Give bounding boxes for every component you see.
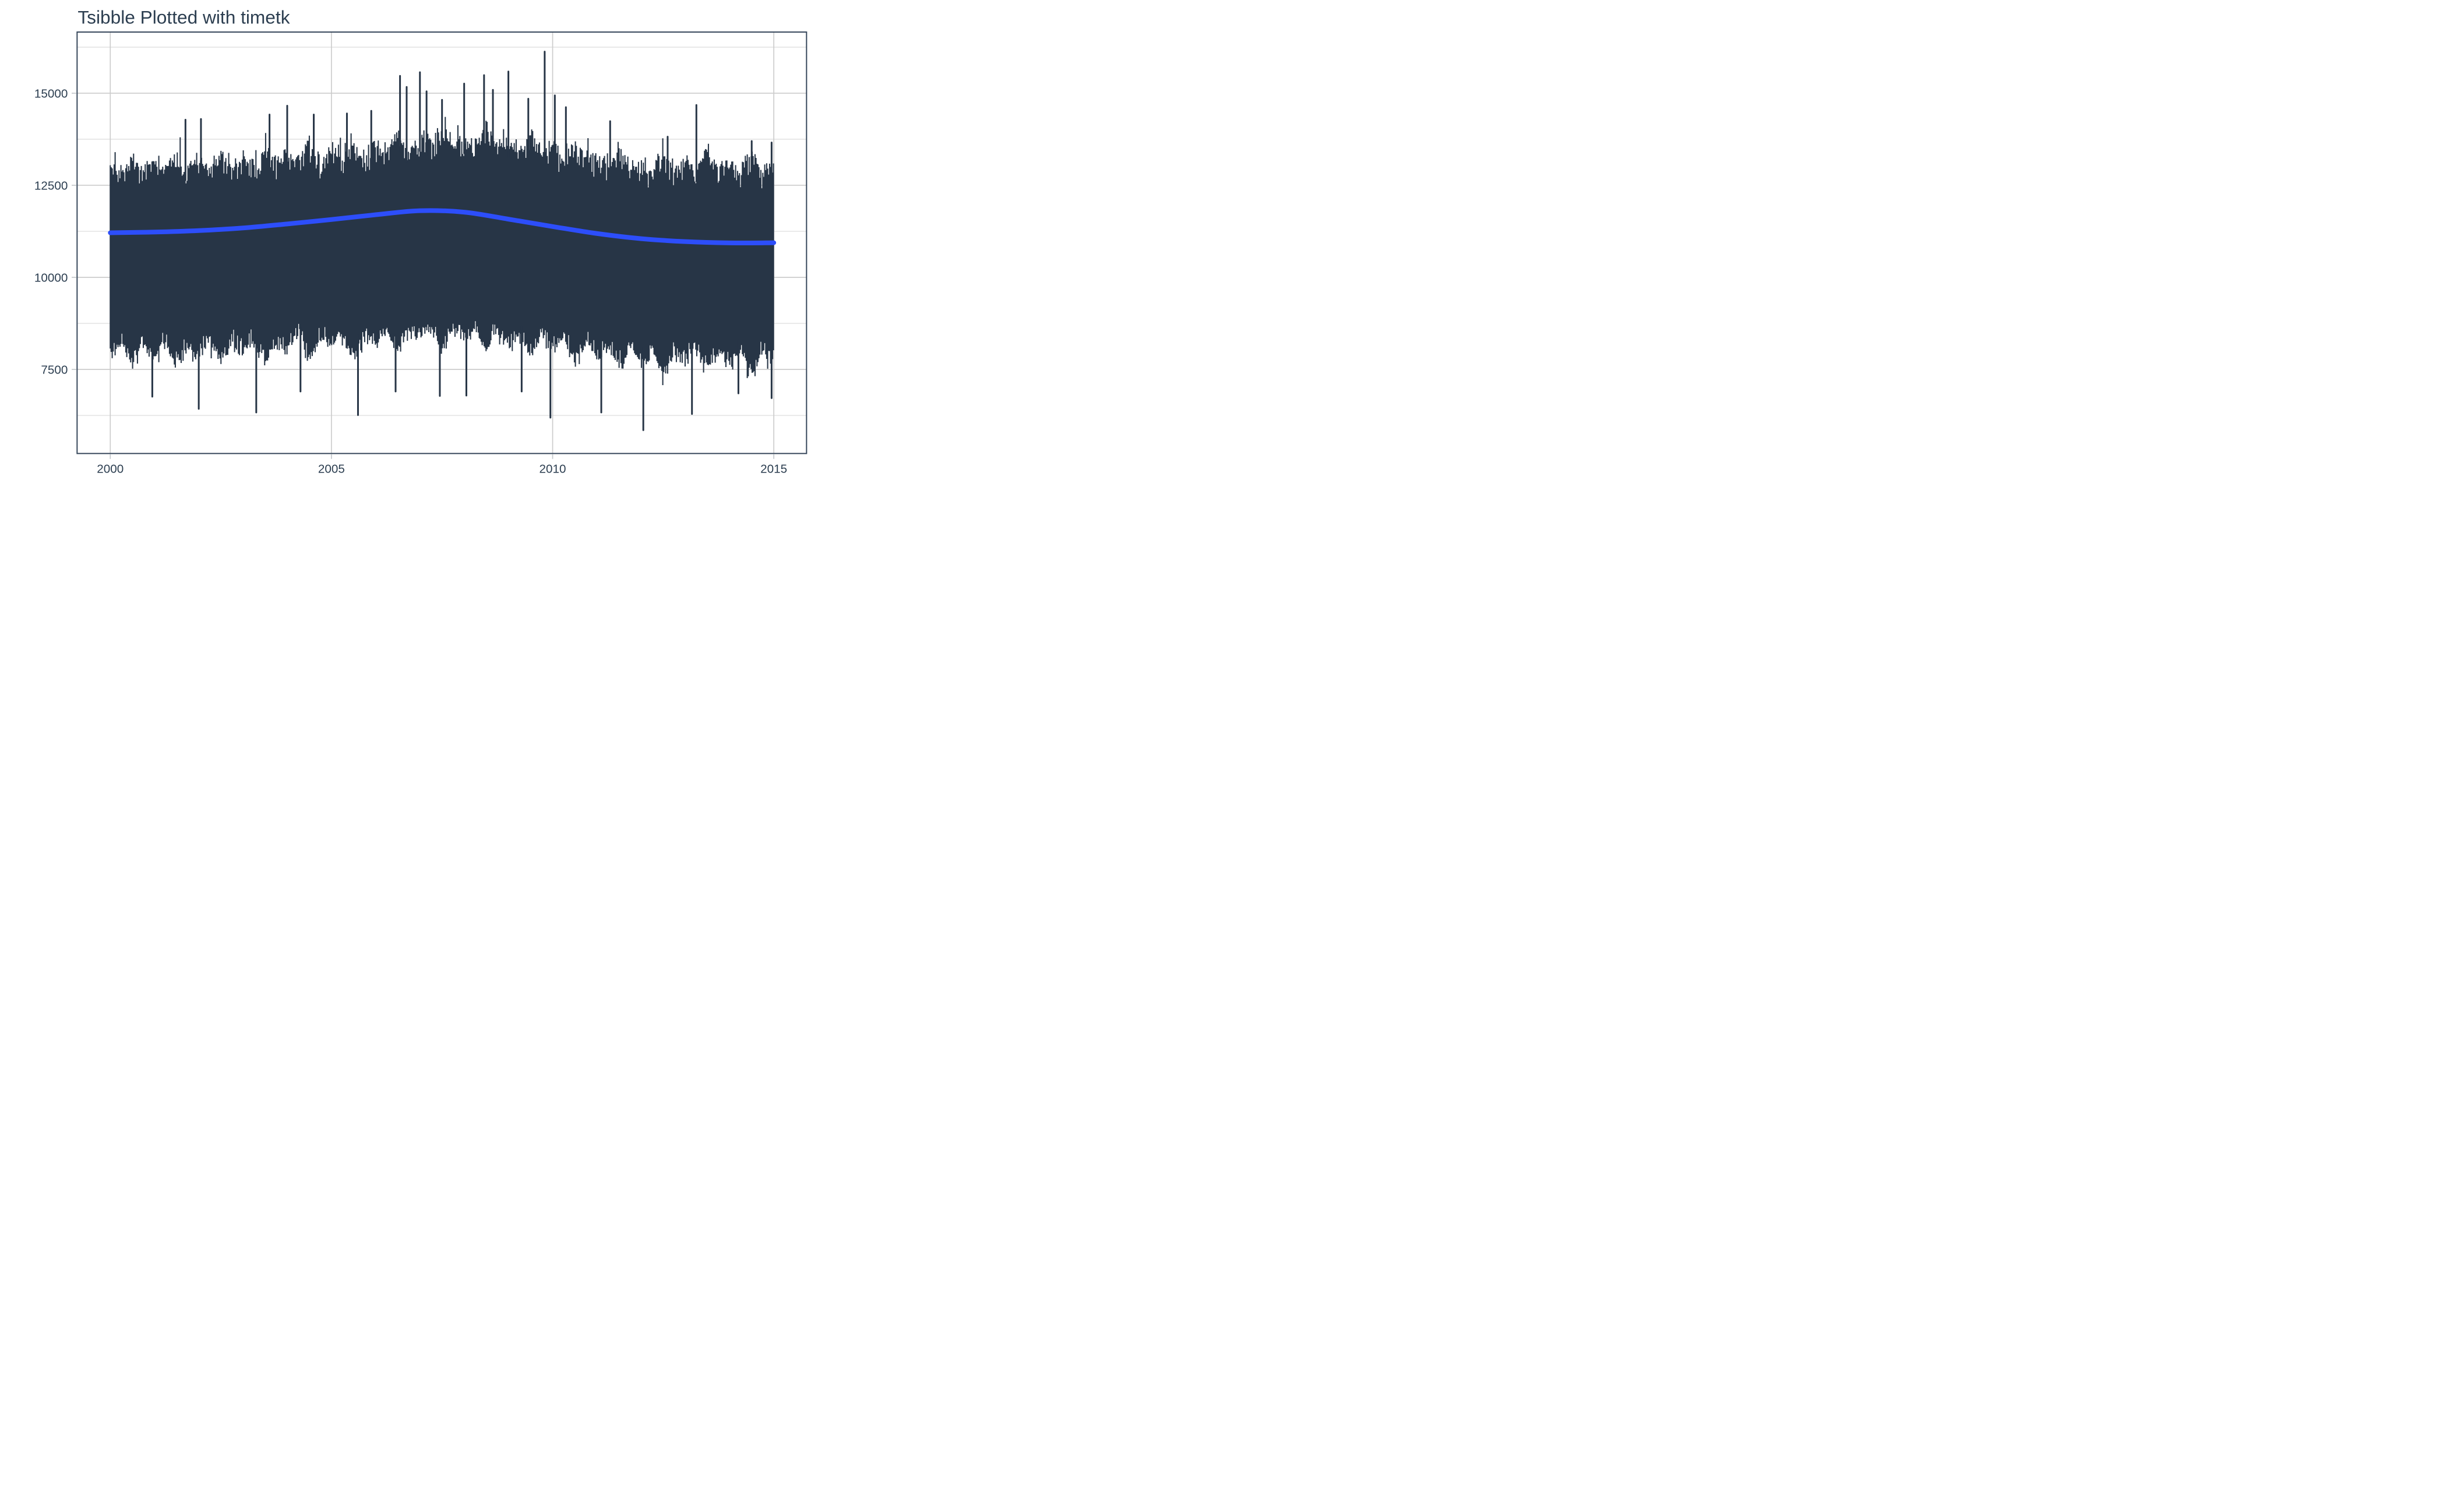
daily-series-columns (110, 117, 774, 385)
panel-border-rect (76, 31, 808, 454)
x-tick-label: 2010 (540, 463, 566, 476)
x-tick-label: 2015 (760, 463, 787, 476)
extreme-spikes (151, 51, 773, 431)
timeseries-chart: 15000 12500 10000 7500 2000 2005 2010 2015 Tsib… (34, 7, 808, 476)
panel-border (76, 31, 808, 454)
chart-title: Tsibble Plotted with timetk (77, 7, 290, 28)
loess-trend-line (108, 208, 777, 245)
trend-path (108, 208, 777, 245)
y-tick-label: 15000 (34, 87, 68, 100)
y-tick-label: 7500 (41, 363, 68, 376)
observed-series-band (110, 51, 774, 431)
x-tick-label: 2000 (97, 463, 124, 476)
axis-ticks-and-labels: 15000 12500 10000 7500 2000 2005 2010 2015 (34, 87, 787, 475)
x-tick-label: 2005 (318, 463, 345, 476)
y-tick-label: 12500 (34, 179, 68, 192)
y-tick-label: 10000 (34, 271, 68, 284)
chart-container: 15000 12500 10000 7500 2000 2005 2010 2015 Tsib… (0, 0, 816, 504)
